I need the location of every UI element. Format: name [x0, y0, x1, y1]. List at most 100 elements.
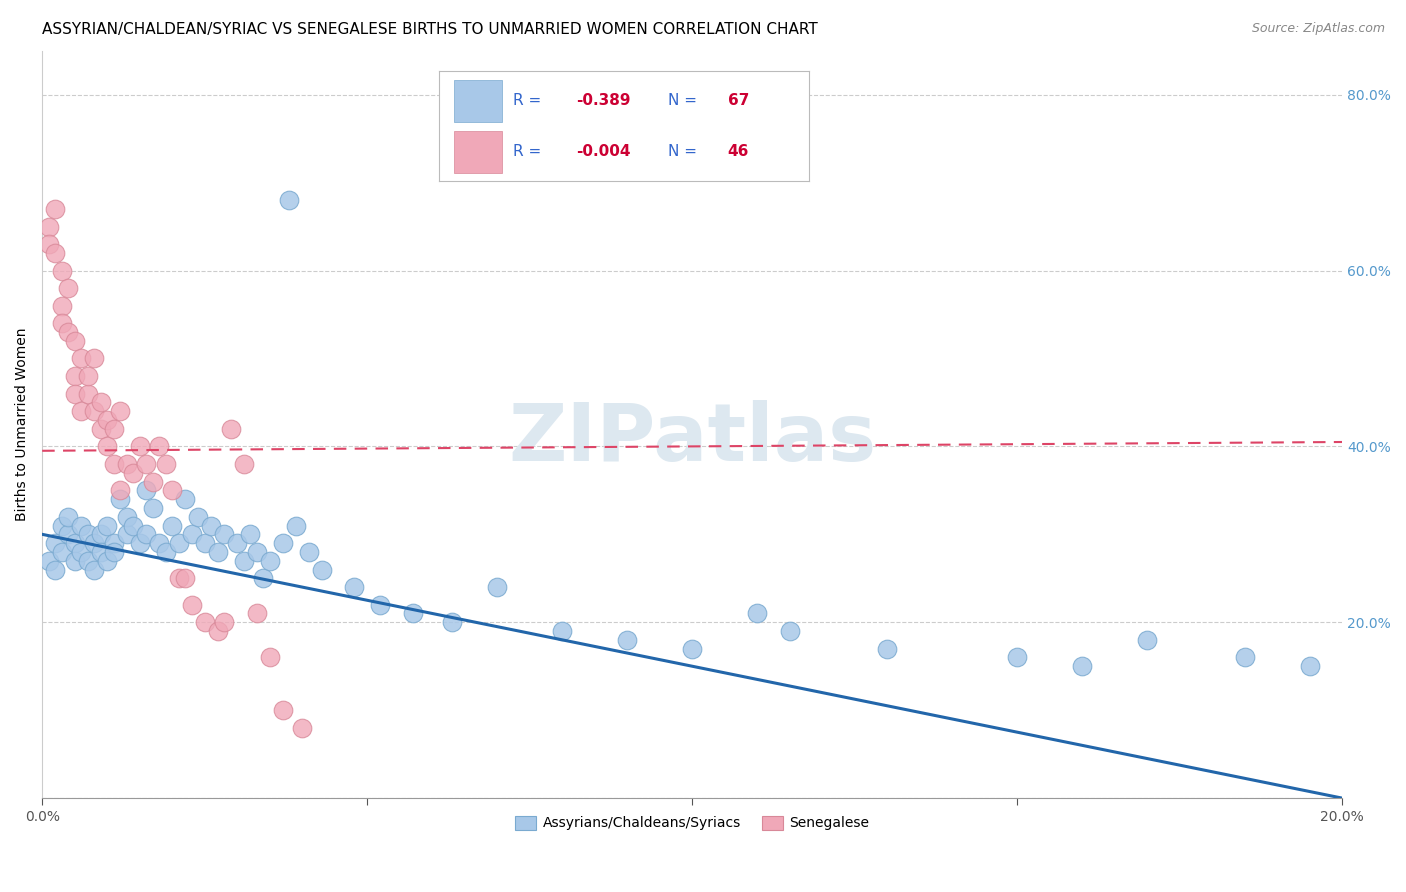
Point [207, 545, 229, 559]
Point [115, 509, 138, 524]
Point [90, 545, 112, 559]
Point [83, 404, 105, 418]
Point [747, 607, 769, 621]
Point [90, 527, 112, 541]
Point [167, 571, 190, 585]
Point [58, 509, 80, 524]
Y-axis label: Births to Unmarried Women: Births to Unmarried Women [15, 327, 30, 521]
Point [96, 439, 118, 453]
Point [44, 562, 66, 576]
Point [180, 527, 202, 541]
Point [108, 483, 131, 498]
Point [259, 554, 281, 568]
Text: Source: ZipAtlas.com: Source: ZipAtlas.com [1251, 22, 1385, 36]
Point [63, 554, 86, 568]
Point [76, 527, 98, 541]
Point [63, 334, 86, 348]
Point [44, 202, 66, 216]
Point [90, 395, 112, 409]
Point [298, 545, 321, 559]
Point [486, 580, 509, 594]
Point [76, 554, 98, 568]
Point [44, 246, 66, 260]
Point [51, 545, 73, 559]
Point [38, 219, 60, 234]
Point [83, 351, 105, 366]
Point [246, 607, 269, 621]
Point [252, 571, 274, 585]
Point [779, 624, 801, 638]
Point [187, 509, 209, 524]
Point [155, 457, 177, 471]
Point [212, 615, 235, 630]
Point [96, 518, 118, 533]
Point [70, 404, 93, 418]
Point [51, 299, 73, 313]
Point [284, 518, 307, 533]
Point [115, 527, 138, 541]
Point [1299, 659, 1322, 673]
Point [83, 536, 105, 550]
Text: ZIPatlas: ZIPatlas [508, 401, 876, 478]
Point [311, 562, 333, 576]
Point [63, 386, 86, 401]
Point [226, 536, 249, 550]
Point [271, 703, 294, 717]
Point [174, 571, 197, 585]
Point [51, 316, 73, 330]
Point [200, 518, 222, 533]
Point [551, 624, 574, 638]
Point [219, 422, 242, 436]
Point [51, 263, 73, 277]
Point [440, 615, 463, 630]
Point [128, 536, 150, 550]
Point [232, 457, 254, 471]
Point [160, 518, 183, 533]
Point [160, 483, 183, 498]
Point [103, 457, 125, 471]
Point [122, 466, 145, 480]
Point [76, 369, 98, 384]
Point [128, 439, 150, 453]
Text: ASSYRIAN/CHALDEAN/SYRIAC VS SENEGALESE BIRTHS TO UNMARRIED WOMEN CORRELATION CHA: ASSYRIAN/CHALDEAN/SYRIAC VS SENEGALESE B… [42, 22, 818, 37]
Point [70, 351, 93, 366]
Point [368, 598, 391, 612]
Point [96, 413, 118, 427]
Point [278, 193, 301, 207]
Point [103, 422, 125, 436]
Point [402, 607, 425, 621]
Point [180, 598, 202, 612]
Point [155, 545, 177, 559]
Point [83, 562, 105, 576]
Point [103, 545, 125, 559]
Point [115, 457, 138, 471]
Point [135, 527, 157, 541]
Point [70, 545, 93, 559]
Point [38, 237, 60, 252]
Point [259, 650, 281, 665]
Point [38, 554, 60, 568]
Point [51, 518, 73, 533]
Point [58, 527, 80, 541]
Point [194, 536, 217, 550]
Point [1071, 659, 1094, 673]
Point [63, 369, 86, 384]
Point [876, 641, 898, 656]
Point [108, 492, 131, 507]
Point [1007, 650, 1029, 665]
Point [616, 632, 638, 647]
Point [58, 325, 80, 339]
Point [239, 527, 262, 541]
Point [70, 518, 93, 533]
Point [174, 492, 197, 507]
Point [103, 536, 125, 550]
Point [1136, 632, 1159, 647]
Point [1233, 650, 1256, 665]
Point [167, 536, 190, 550]
Point [148, 536, 170, 550]
Point [271, 536, 294, 550]
Point [96, 554, 118, 568]
Point [207, 624, 229, 638]
Point [108, 404, 131, 418]
Point [681, 641, 703, 656]
